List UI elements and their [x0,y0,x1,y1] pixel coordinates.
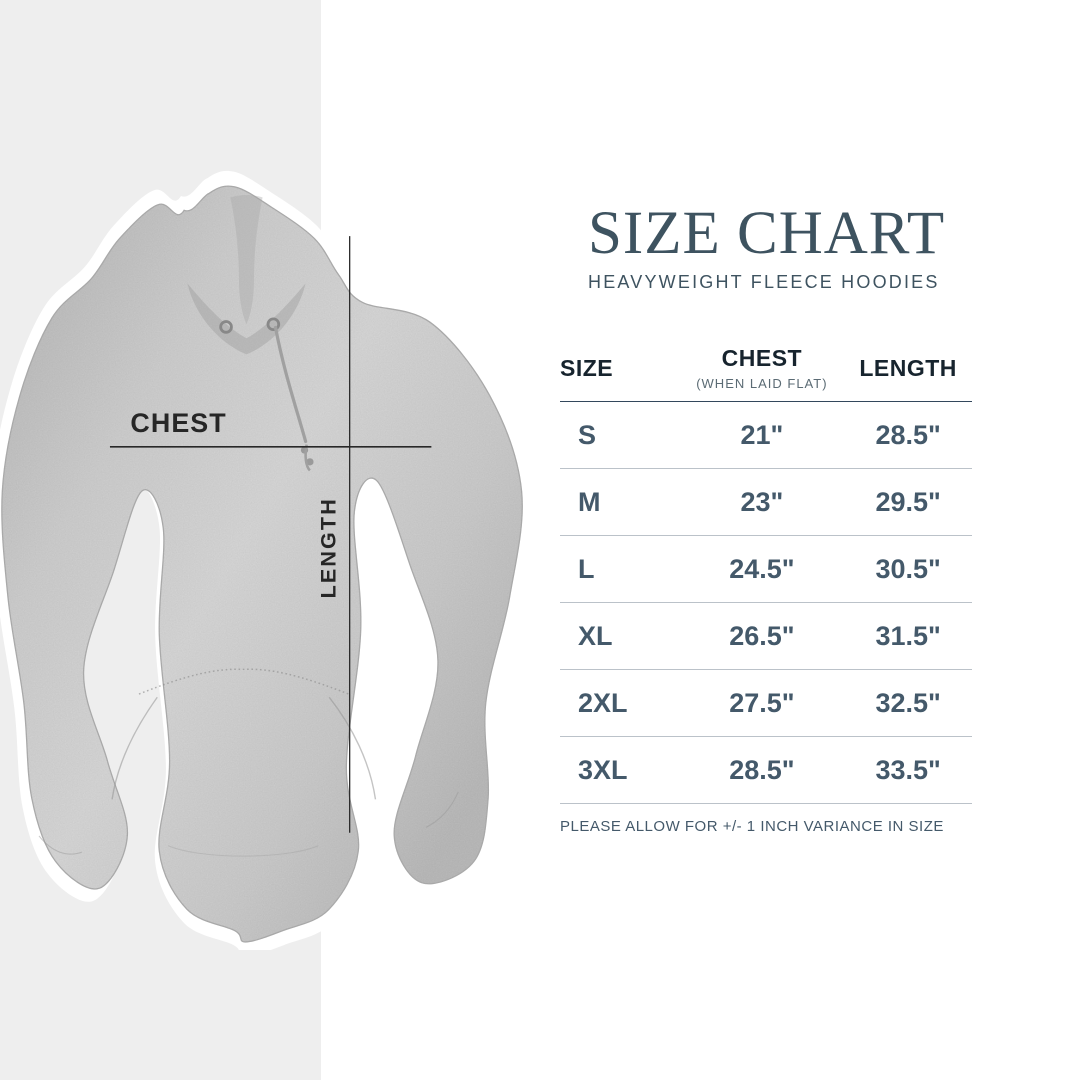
svg-text:LENGTH: LENGTH [317,497,341,598]
svg-text:CHEST: CHEST [130,408,226,438]
